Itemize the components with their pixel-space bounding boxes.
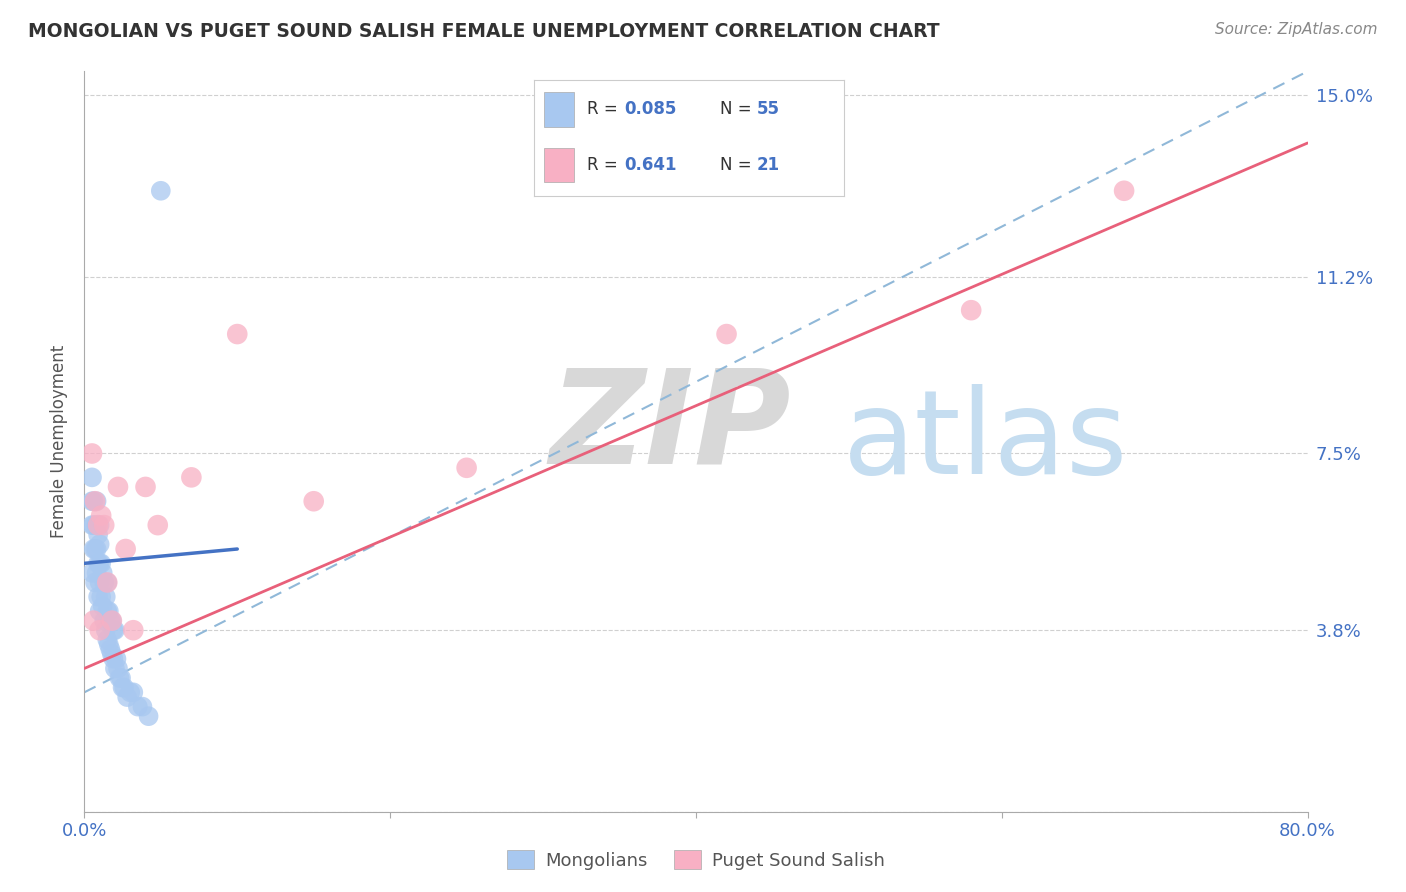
- Point: [103, 652, 125, 666]
- Point: [90, 590, 112, 604]
- Point: [138, 709, 160, 723]
- Point: [108, 671, 131, 685]
- Point: [93, 575, 115, 590]
- Text: 21: 21: [756, 156, 780, 174]
- Point: [127, 699, 149, 714]
- Text: atlas: atlas: [842, 384, 1128, 499]
- Point: [131, 699, 153, 714]
- Point: [91, 599, 114, 614]
- Point: [105, 652, 128, 666]
- Point: [302, 494, 325, 508]
- Point: [96, 575, 118, 590]
- Point: [94, 590, 117, 604]
- Point: [80, 566, 103, 580]
- Point: [1114, 184, 1136, 198]
- Point: [80, 470, 103, 484]
- Point: [87, 518, 110, 533]
- Point: [716, 327, 738, 342]
- Point: [104, 661, 127, 675]
- Point: [97, 604, 120, 618]
- Text: N =: N =: [720, 100, 756, 119]
- Bar: [544, 92, 575, 127]
- Text: R =: R =: [586, 100, 623, 119]
- Point: [98, 614, 121, 628]
- Point: [83, 494, 105, 508]
- Bar: [544, 147, 575, 182]
- Point: [89, 518, 111, 533]
- Point: [96, 604, 118, 618]
- Point: [112, 681, 135, 695]
- Point: [96, 575, 118, 590]
- Point: [84, 541, 107, 556]
- Point: [111, 681, 134, 695]
- Point: [80, 446, 103, 460]
- Point: [93, 518, 115, 533]
- Point: [87, 527, 110, 541]
- Point: [89, 604, 111, 618]
- Point: [83, 614, 105, 628]
- Point: [89, 624, 111, 638]
- Point: [101, 614, 124, 628]
- Point: [89, 537, 111, 551]
- Point: [104, 624, 127, 638]
- Text: N =: N =: [720, 156, 756, 174]
- Point: [180, 470, 202, 484]
- Point: [93, 614, 115, 628]
- Text: 0.641: 0.641: [624, 156, 676, 174]
- Point: [86, 494, 108, 508]
- Point: [135, 480, 157, 494]
- Point: [89, 575, 111, 590]
- Point: [122, 624, 145, 638]
- Text: 55: 55: [756, 100, 780, 119]
- Point: [86, 541, 108, 556]
- Point: [83, 518, 105, 533]
- Point: [84, 494, 107, 508]
- Point: [101, 614, 124, 628]
- Point: [97, 638, 120, 652]
- Text: ZIP: ZIP: [550, 363, 790, 491]
- Point: [96, 632, 118, 647]
- Point: [110, 671, 132, 685]
- Point: [149, 184, 172, 198]
- Text: Source: ZipAtlas.com: Source: ZipAtlas.com: [1215, 22, 1378, 37]
- Text: R =: R =: [586, 156, 623, 174]
- Point: [87, 557, 110, 571]
- Text: 0.085: 0.085: [624, 100, 676, 119]
- Point: [98, 642, 121, 657]
- Point: [122, 685, 145, 699]
- Point: [101, 647, 124, 661]
- Point: [86, 566, 108, 580]
- Point: [87, 590, 110, 604]
- Point: [89, 557, 111, 571]
- Point: [107, 661, 129, 675]
- Legend: Mongolians, Puget Sound Salish: Mongolians, Puget Sound Salish: [499, 843, 893, 877]
- Point: [103, 624, 125, 638]
- Point: [83, 541, 105, 556]
- Point: [90, 508, 112, 523]
- Point: [84, 575, 107, 590]
- Point: [960, 303, 983, 318]
- Text: MONGOLIAN VS PUGET SOUND SALISH FEMALE UNEMPLOYMENT CORRELATION CHART: MONGOLIAN VS PUGET SOUND SALISH FEMALE U…: [28, 22, 939, 41]
- Y-axis label: Female Unemployment: Female Unemployment: [51, 345, 69, 538]
- Point: [91, 566, 114, 580]
- Point: [94, 624, 117, 638]
- Point: [146, 518, 169, 533]
- Point: [80, 494, 103, 508]
- Point: [115, 690, 138, 704]
- Point: [120, 685, 142, 699]
- Point: [86, 518, 108, 533]
- Point: [80, 518, 103, 533]
- Point: [90, 557, 112, 571]
- Point: [107, 480, 129, 494]
- Point: [226, 327, 249, 342]
- Point: [456, 460, 478, 475]
- Point: [114, 541, 136, 556]
